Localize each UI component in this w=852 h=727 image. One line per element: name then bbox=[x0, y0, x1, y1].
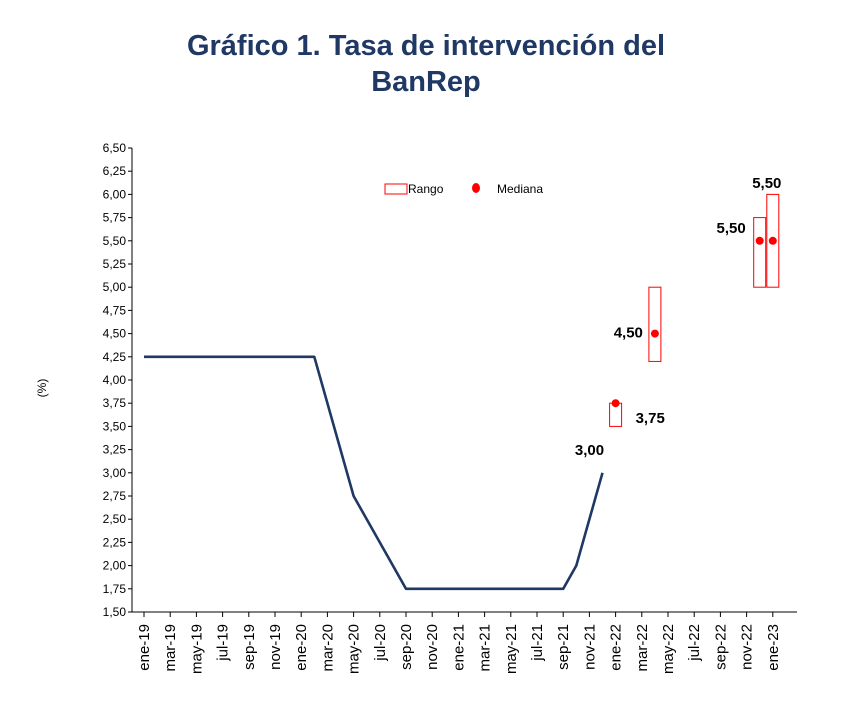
x-tick-label: sep-21 bbox=[555, 624, 572, 670]
x-tick-label: jul-20 bbox=[372, 624, 389, 662]
median-point bbox=[650, 329, 659, 338]
x-tick-label: sep-22 bbox=[712, 624, 729, 670]
y-tick-label: 3,50 bbox=[103, 419, 127, 433]
x-tick-label: may-21 bbox=[503, 624, 520, 674]
chart-title-line2: BanRep bbox=[371, 66, 481, 98]
range-box bbox=[648, 286, 662, 362]
x-tick-label: mar-19 bbox=[162, 624, 179, 672]
x-tick-label: ene-22 bbox=[608, 624, 625, 671]
median-label: 5,50 bbox=[716, 220, 745, 237]
y-tick-label: 2,00 bbox=[103, 559, 127, 573]
legend: Rango Mediana bbox=[384, 182, 543, 196]
y-tick-label: 6,50 bbox=[103, 141, 127, 155]
y-tick-label: 2,25 bbox=[103, 535, 127, 549]
x-tick-label: nov-20 bbox=[424, 624, 441, 670]
x-tick-label: jul-19 bbox=[215, 624, 232, 662]
x-tick-label: may-19 bbox=[188, 624, 205, 674]
x-tick-label: mar-20 bbox=[319, 624, 336, 672]
chart-title: Gráfico 1. Tasa de intervención del BanR… bbox=[0, 28, 852, 100]
x-tick-label: sep-19 bbox=[241, 624, 258, 670]
y-tick-label: 1,50 bbox=[103, 605, 127, 619]
y-tick-label: 6,25 bbox=[103, 164, 127, 178]
y-axis: 1,50 1,75 2,00 2,25 2,50 2,75 3,00 3,25 3,50 3,75… bbox=[103, 141, 133, 619]
y-tick-label: 4,75 bbox=[103, 303, 127, 317]
survey-layer: 3,75 4,50 5,50 5,50 bbox=[609, 175, 781, 427]
y-tick-label: 5,25 bbox=[103, 257, 127, 271]
legend-median-marker bbox=[472, 183, 480, 193]
x-tick-label: sep-20 bbox=[398, 624, 415, 670]
y-tick-label: 4,25 bbox=[103, 350, 127, 364]
x-tick-label: nov-22 bbox=[739, 624, 756, 670]
y-tick-label: 6,00 bbox=[103, 187, 127, 201]
x-tick-label: ene-23 bbox=[765, 624, 782, 671]
x-axis: ene-19 mar-19 may-19 jul-19 sep-19 nov-19 ene-… bbox=[132, 611, 797, 674]
x-tick-label: mar-21 bbox=[477, 624, 494, 672]
y-tick-label: 4,00 bbox=[103, 373, 127, 387]
legend-range-label: Rango bbox=[408, 182, 444, 196]
y-tick-label: 5,50 bbox=[103, 234, 127, 248]
series-layer: 3,00 bbox=[144, 355, 604, 591]
x-tick-label: nov-19 bbox=[267, 624, 284, 670]
x-tick-label: may-20 bbox=[346, 624, 363, 674]
y-tick-label: 5,00 bbox=[103, 280, 127, 294]
range-box bbox=[766, 193, 780, 288]
y-tick-label: 3,25 bbox=[103, 443, 127, 457]
series-line bbox=[144, 355, 604, 591]
range-box bbox=[753, 217, 767, 288]
x-tick-label: mar-22 bbox=[634, 624, 651, 672]
x-tick-label: jul-21 bbox=[529, 624, 546, 662]
y-axis-label: (%) bbox=[35, 379, 49, 398]
y-tick-label: 2,75 bbox=[103, 489, 127, 503]
x-tick-label: jul-22 bbox=[686, 624, 703, 662]
median-label: 3,75 bbox=[636, 410, 665, 427]
y-tick-label: 3,00 bbox=[103, 466, 127, 480]
median-point bbox=[755, 236, 764, 245]
median-point bbox=[611, 399, 620, 408]
y-tick-label: 4,50 bbox=[103, 327, 127, 341]
median-label: 4,50 bbox=[614, 325, 643, 342]
x-tick-label: may-22 bbox=[660, 624, 677, 674]
median-point bbox=[768, 236, 777, 245]
y-tick-label: 3,75 bbox=[103, 396, 127, 410]
chart-title-line1: Gráfico 1. Tasa de intervención del bbox=[186, 30, 666, 62]
y-tick-label: 5,75 bbox=[103, 211, 127, 225]
legend-range-swatch bbox=[384, 183, 408, 195]
x-tick-label: ene-20 bbox=[293, 624, 310, 671]
y-tick-label: 2,50 bbox=[103, 512, 127, 526]
legend-median-label: Mediana bbox=[497, 182, 543, 196]
last-value-label: 3,00 bbox=[575, 442, 604, 459]
median-label: 5,50 bbox=[752, 175, 781, 192]
x-tick-label: ene-21 bbox=[450, 624, 467, 671]
x-tick-label: ene-19 bbox=[136, 624, 153, 671]
x-tick-label: nov-21 bbox=[581, 624, 598, 670]
y-tick-label: 1,75 bbox=[103, 582, 127, 596]
